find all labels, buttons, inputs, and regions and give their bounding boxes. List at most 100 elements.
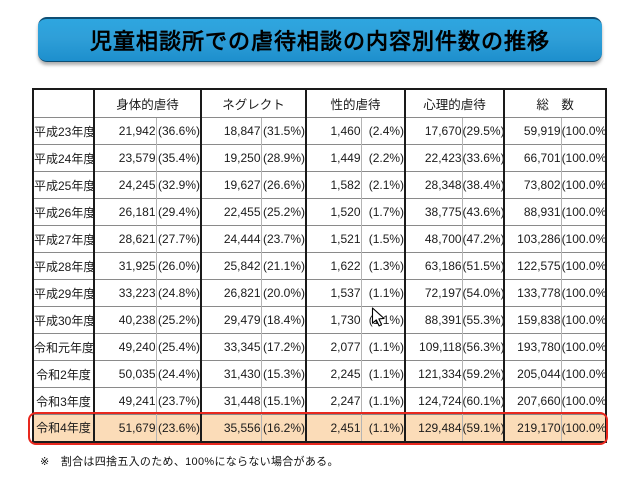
percent-cell: (2.2%) [360, 144, 406, 172]
column-header: 性的虐待 [305, 89, 406, 118]
count-cell: 124,724 [404, 387, 463, 415]
percent-cell: (100.0%) [560, 306, 607, 334]
percent-cell: (100.0%) [560, 279, 607, 307]
year-cell: 平成26年度 [33, 198, 94, 226]
percent-cell: (21.1%) [260, 252, 307, 280]
table-row: 平成30年度 40,238 (25.2%) 29,479 (18.4%) 1,730 (1.… [33, 306, 607, 334]
year-cell: 平成29年度 [33, 279, 94, 307]
count-cell: 18,847 [200, 117, 262, 145]
percent-cell: (100.0%) [560, 198, 607, 226]
percent-cell: (24.4%) [155, 360, 202, 388]
count-cell: 49,240 [93, 333, 156, 361]
count-cell: 50,035 [93, 360, 156, 388]
column-header: 身体的虐待 [92, 89, 202, 118]
percent-cell: (100.0%) [560, 252, 607, 280]
count-cell: 1,582 [305, 171, 362, 199]
year-cell: 令和元年度 [33, 333, 94, 361]
count-cell: 159,838 [503, 306, 562, 334]
percent-cell: (2.4%) [360, 117, 406, 145]
column-header: ネグレクト [200, 89, 307, 118]
count-cell: 2,077 [305, 333, 362, 361]
year-cell: 令和4年度 [33, 414, 94, 442]
count-cell: 19,250 [200, 144, 262, 172]
percent-cell: (2.1%) [360, 171, 406, 199]
percent-cell: (100.0%) [560, 414, 607, 442]
percent-cell: (56.3%) [461, 333, 505, 361]
percent-cell: (1.5%) [360, 225, 406, 253]
count-cell: 73,802 [503, 171, 562, 199]
table-row: 令和4年度 51,679 (23.6%) 35,556 (16.2%) 2,451 (1.1… [33, 414, 607, 442]
count-cell: 2,245 [305, 360, 362, 388]
count-cell: 207,660 [503, 387, 562, 415]
count-cell: 31,448 [200, 387, 262, 415]
percent-cell: (38.4%) [461, 171, 505, 199]
percent-cell: (100.0%) [560, 225, 607, 253]
year-cell: 平成25年度 [33, 171, 94, 199]
percent-cell: (100.0%) [560, 117, 607, 145]
percent-cell: (23.6%) [155, 414, 202, 442]
count-cell: 205,044 [503, 360, 562, 388]
percent-cell: (60.1%) [461, 387, 505, 415]
count-cell: 1,521 [305, 225, 362, 253]
percent-cell: (1.1%) [360, 414, 406, 442]
percent-cell: (43.6%) [461, 198, 505, 226]
percent-cell: (54.0%) [461, 279, 505, 307]
count-cell: 24,444 [200, 225, 262, 253]
percent-cell: (15.3%) [260, 360, 307, 388]
percent-cell: (24.8%) [155, 279, 202, 307]
count-cell: 133,778 [503, 279, 562, 307]
percent-cell: (100.0%) [560, 144, 607, 172]
percent-cell: (1.1%) [360, 306, 406, 334]
percent-cell: (15.1%) [260, 387, 307, 415]
percent-cell: (25.4%) [155, 333, 202, 361]
count-cell: 1,520 [305, 198, 362, 226]
year-cell: 令和2年度 [33, 360, 94, 388]
count-cell: 26,821 [200, 279, 262, 307]
count-cell: 26,181 [93, 198, 156, 226]
table-row: 平成23年度 21,942 (36.6%) 18,847 (31.5%) 1,460 (2.… [33, 117, 607, 145]
percent-cell: (29.4%) [155, 198, 202, 226]
percent-cell: (100.0%) [560, 333, 607, 361]
percent-cell: (1.1%) [360, 360, 406, 388]
year-cell: 平成27年度 [33, 225, 94, 253]
percent-cell: (33.6%) [461, 144, 505, 172]
year-cell: 令和3年度 [33, 387, 94, 415]
count-cell: 121,334 [404, 360, 463, 388]
percent-cell: (100.0%) [560, 171, 607, 199]
percent-cell: (20.0%) [260, 279, 307, 307]
percent-cell: (36.6%) [155, 117, 202, 145]
percent-cell: (26.6%) [260, 171, 307, 199]
count-cell: 29,479 [200, 306, 262, 334]
count-cell: 88,931 [503, 198, 562, 226]
count-cell: 88,391 [404, 306, 463, 334]
percent-cell: (23.7%) [260, 225, 307, 253]
count-cell: 33,223 [93, 279, 156, 307]
count-cell: 49,241 [93, 387, 156, 415]
table-row: 令和2年度 50,035 (24.4%) 31,430 (15.3%) 2,245 (1.1… [33, 360, 607, 388]
count-cell: 21,942 [93, 117, 156, 145]
percent-cell: (1.1%) [360, 279, 406, 307]
percent-cell: (51.5%) [461, 252, 505, 280]
title-banner: 児童相談所での虐待相談の内容別件数の推移 [38, 17, 602, 62]
count-cell: 25,842 [200, 252, 262, 280]
column-header: 心理的虐待 [404, 89, 505, 118]
percent-cell: (18.4%) [260, 306, 307, 334]
percent-cell: (59.2%) [461, 360, 505, 388]
count-cell: 28,348 [404, 171, 463, 199]
count-cell: 2,247 [305, 387, 362, 415]
count-cell: 17,670 [404, 117, 463, 145]
count-cell: 2,451 [305, 414, 362, 442]
percent-cell: (100.0%) [560, 360, 607, 388]
abuse-consultation-table: 身体的虐待 ネグレクト 性的虐待 心理的虐待総 数 平成23年度 21,942 (36.6… [32, 88, 608, 443]
count-cell: 72,197 [404, 279, 463, 307]
table-row: 平成24年度 23,579 (35.4%) 19,250 (28.9%) 1,449 (2.… [33, 144, 607, 172]
table-row: 平成28年度 31,925 (26.0%) 25,842 (21.1%) 1,622 (1.… [33, 252, 607, 280]
count-cell: 51,679 [93, 414, 156, 442]
percent-cell: (1.3%) [360, 252, 406, 280]
year-cell: 平成23年度 [34, 124, 94, 139]
table-row: 平成27年度 28,621 (27.7%) 24,444 (23.7%) 1,521 (1.… [33, 225, 607, 253]
count-cell: 63,186 [404, 252, 463, 280]
table-body: 平成23年度 21,942 (36.6%) 18,847 (31.5%) 1,460 (2.… [33, 117, 607, 442]
table-row: 令和元年度 49,240 (25.4%) 33,345 (17.2%) 2,077 (1.1… [33, 333, 607, 361]
